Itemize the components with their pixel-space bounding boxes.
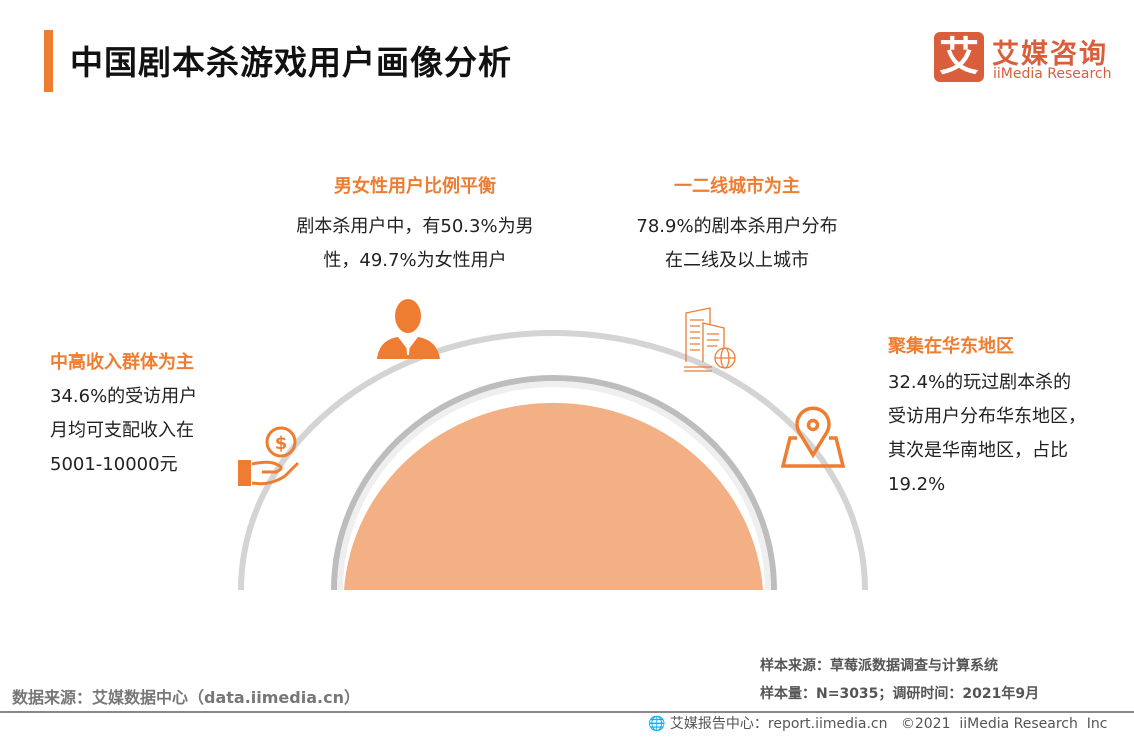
location-pin-icon bbox=[780, 406, 846, 468]
gender-text: 剧本杀用户中，有50.3%为男 性，49.7%为女性用户 bbox=[260, 210, 570, 278]
city-heading: 一二线城市为主 bbox=[674, 176, 800, 197]
logo-mark: 艾 bbox=[934, 32, 984, 82]
globe-icon: 🌐 bbox=[648, 716, 666, 732]
region-line: 受访用户分布华东地区， bbox=[888, 406, 1086, 427]
sample-size: 样本量：N=3035；调研时间：2021年9月 bbox=[760, 686, 1040, 702]
region-line: 32.4%的玩过剧本杀的 bbox=[888, 372, 1072, 393]
copyright-text: 艾媒报告中心：report.iimedia.cn ©2021 iiMedia R… bbox=[669, 716, 1108, 732]
logo-cn: 艾媒咨询 bbox=[992, 39, 1108, 70]
income-line: 34.6%的受访用户 bbox=[50, 386, 198, 407]
gender-line: 性，49.7%为女性用户 bbox=[323, 250, 507, 271]
gender-line: 剧本杀用户中，有50.3%为男 bbox=[296, 216, 534, 237]
logo-en: iiMedia Research bbox=[993, 66, 1112, 82]
city-line: 在二线及以上城市 bbox=[665, 250, 809, 271]
city-line: 78.9%的剧本杀用户分布 bbox=[636, 216, 838, 237]
inner-arc bbox=[331, 375, 777, 591]
income-text: 34.6%的受访用户 月均可支配收入在 5001-10000元 bbox=[50, 380, 197, 482]
income-heading: 中高收入群体为主 bbox=[50, 352, 194, 373]
title-accent-bar bbox=[44, 30, 53, 92]
income-line: 5001-10000元 bbox=[50, 454, 178, 475]
footer-copyright: 🌐 艾媒报告中心：report.iimedia.cn ©2021 iiMedia… bbox=[648, 713, 1107, 733]
orange-semicircle bbox=[344, 402, 763, 590]
data-source: 数据来源：艾媒数据中心（data.iimedia.cn） bbox=[12, 688, 360, 707]
inner-band bbox=[337, 381, 771, 591]
city-text: 78.9%的剧本杀用户分布 在二线及以上城市 bbox=[597, 210, 877, 278]
building-globe-icon bbox=[684, 307, 736, 372]
page-title: 中国剧本杀游戏用户画像分析 bbox=[70, 43, 512, 82]
region-line: 其次是华南地区，占比 bbox=[888, 440, 1068, 461]
sample-source: 样本来源：草莓派数据调查与计算系统 bbox=[760, 658, 998, 674]
outer-arc bbox=[238, 330, 868, 591]
region-line: 19.2% bbox=[888, 474, 946, 495]
hand-money-icon: $ bbox=[238, 426, 300, 486]
gender-heading: 男女性用户比例平衡 bbox=[334, 176, 496, 197]
income-line: 月均可支配收入在 bbox=[50, 420, 194, 441]
footer-divider bbox=[0, 711, 1134, 713]
person-icon bbox=[377, 299, 440, 359]
region-text: 32.4%的玩过剧本杀的 受访用户分布华东地区， 其次是华南地区，占比 19.2… bbox=[888, 366, 1086, 502]
svg-text:$: $ bbox=[275, 433, 288, 454]
region-heading: 聚集在华东地区 bbox=[888, 336, 1014, 357]
